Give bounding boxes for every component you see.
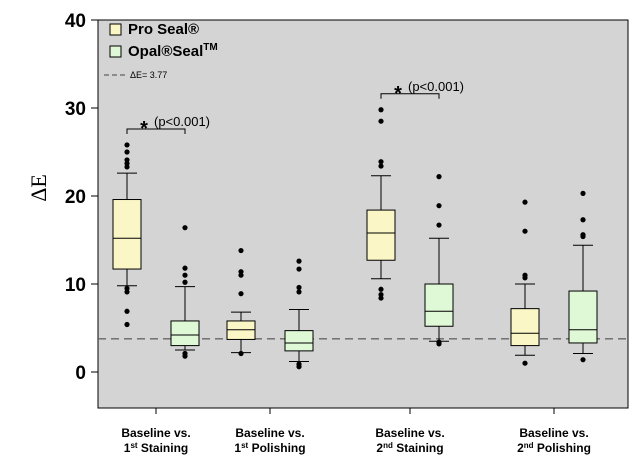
outlier-point bbox=[182, 272, 188, 278]
legend-label: Pro Seal® bbox=[128, 21, 199, 38]
outlier-point bbox=[378, 159, 384, 165]
box-iqr bbox=[510, 308, 540, 347]
x-tick-label: 2nd Polishing bbox=[517, 441, 591, 455]
outlier-point bbox=[296, 258, 302, 264]
outlier-point bbox=[522, 228, 528, 234]
bracket-line bbox=[380, 93, 440, 99]
box-iqr bbox=[284, 330, 314, 352]
x-tick-label: 1st Staining bbox=[124, 441, 188, 455]
outlier-point bbox=[296, 284, 302, 291]
outlier-point bbox=[580, 232, 586, 238]
y-tick-label: 10 bbox=[65, 275, 86, 296]
outlier-point bbox=[182, 279, 188, 285]
y-axis-label: ΔE bbox=[26, 174, 51, 202]
outlier-point bbox=[238, 247, 244, 254]
outlier-point bbox=[238, 350, 244, 357]
y-tick-label: 0 bbox=[75, 363, 86, 384]
outlier-point bbox=[182, 350, 188, 357]
boxes-layer bbox=[112, 107, 598, 370]
legend-ref-label: ΔE= 3.77 bbox=[130, 70, 167, 80]
box-iqr bbox=[568, 290, 598, 344]
annotations-layer: * (p<0.001) * (p<0.001) bbox=[126, 79, 464, 140]
box-pro-seal bbox=[366, 107, 396, 301]
box-opal-seal bbox=[424, 174, 454, 347]
outlier-point bbox=[436, 339, 442, 345]
outlier-point bbox=[296, 361, 302, 367]
outlier-point bbox=[436, 222, 442, 228]
outlier-point bbox=[124, 157, 130, 163]
box-iqr bbox=[424, 283, 454, 327]
legend-swatch bbox=[109, 23, 122, 36]
outlier-point bbox=[124, 285, 130, 291]
x-tick-label: Baseline vs. bbox=[519, 426, 588, 440]
box-opal-seal bbox=[284, 258, 314, 370]
outlier-point bbox=[124, 308, 130, 314]
box-iqr bbox=[112, 199, 142, 270]
significance-bracket: * (p<0.001) bbox=[126, 114, 210, 140]
outlier-point bbox=[378, 163, 384, 169]
outlier-point bbox=[436, 203, 442, 209]
p-value-label: (p<0.001) bbox=[154, 114, 210, 129]
box-opal-seal bbox=[170, 225, 200, 359]
box-pro-seal bbox=[510, 199, 540, 366]
outlier-point bbox=[124, 142, 130, 148]
outlier-point bbox=[238, 291, 244, 297]
outlier-point bbox=[522, 199, 528, 205]
x-tick-label: 2nd Staining bbox=[376, 441, 443, 455]
significance-bracket: * (p<0.001) bbox=[380, 79, 464, 105]
outlier-point bbox=[378, 118, 384, 124]
outlier-point bbox=[296, 266, 302, 272]
x-tick-label: Baseline vs. bbox=[375, 426, 444, 440]
legend-label: Opal®SealTM bbox=[128, 42, 218, 60]
box-iqr bbox=[170, 320, 200, 347]
y-axis: 0 10 20 30 40 bbox=[65, 11, 98, 384]
outlier-point bbox=[182, 265, 188, 271]
legend: Pro Seal® Opal®SealTM ΔE= 3.77 bbox=[104, 21, 218, 80]
outlier-point bbox=[296, 289, 302, 295]
y-tick-label: 20 bbox=[65, 187, 86, 208]
box-pro-seal bbox=[112, 142, 142, 328]
outlier-point bbox=[378, 291, 384, 298]
legend-swatch bbox=[109, 45, 122, 58]
outlier-point bbox=[436, 174, 442, 180]
p-value-label: (p<0.001) bbox=[408, 79, 464, 94]
box-pro-seal bbox=[226, 247, 256, 357]
significance-star: * bbox=[394, 83, 402, 105]
outlier-point bbox=[124, 321, 130, 328]
box-iqr bbox=[366, 209, 396, 261]
x-tick-label: Baseline vs. bbox=[121, 426, 190, 440]
outlier-point bbox=[580, 190, 586, 196]
y-tick-label: 30 bbox=[65, 99, 86, 120]
x-tick-label: 1st Polishing bbox=[234, 441, 305, 455]
y-tick-label: 40 bbox=[65, 11, 86, 32]
significance-star: * bbox=[140, 118, 148, 140]
outlier-point bbox=[522, 360, 528, 366]
outlier-point bbox=[580, 217, 586, 223]
outlier-point bbox=[522, 272, 528, 278]
box-opal-seal bbox=[568, 190, 598, 363]
outlier-point bbox=[124, 149, 130, 155]
outlier-point bbox=[378, 107, 384, 113]
x-tick-label: Baseline vs. bbox=[235, 426, 304, 440]
outlier-point bbox=[580, 357, 586, 363]
outlier-point bbox=[182, 225, 188, 231]
bracket-line bbox=[126, 128, 186, 134]
outlier-point bbox=[378, 286, 384, 292]
outlier-point bbox=[238, 269, 244, 275]
